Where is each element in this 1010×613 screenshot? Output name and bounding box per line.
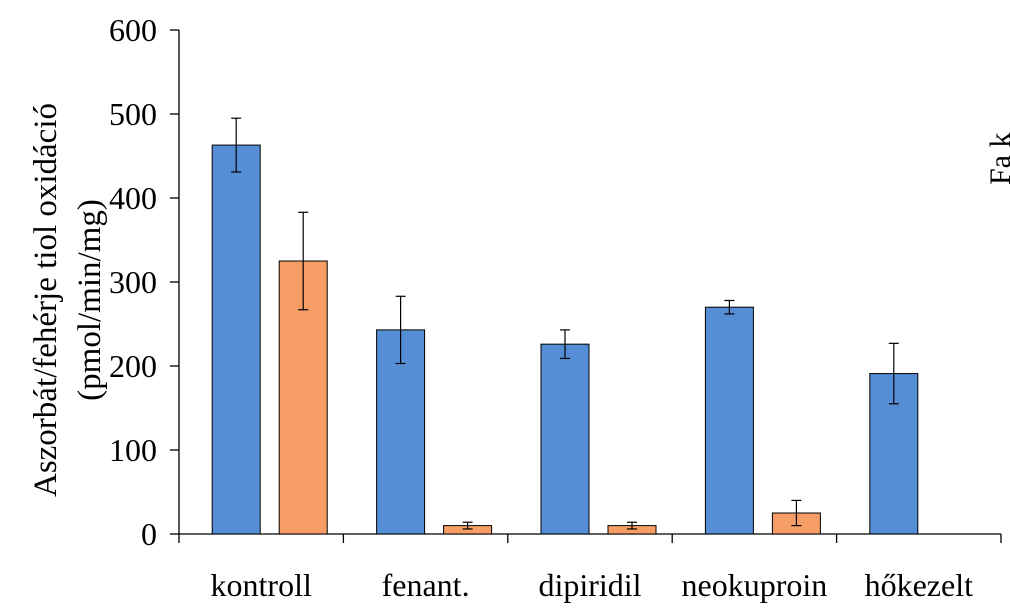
y-tick-label: 400 (109, 180, 157, 216)
y-axis-title: Aszorbát/fehérje tiol oxidáció (pmol/min… (28, 103, 108, 497)
bar-series-1-kontroll (211, 144, 261, 535)
y-axis-title-line-1: Aszorbát/fehérje tiol oxidáció (28, 103, 64, 497)
y-tick-label: 300 (109, 264, 157, 300)
y-tick-label: 0 (141, 516, 157, 552)
y-tick-label: 200 (109, 348, 157, 384)
x-tick-label: dipiridil (538, 567, 641, 603)
y-axis-ticks: 0 100 200 300 400 500 600 (109, 12, 180, 552)
x-axis (178, 533, 1002, 543)
y-tick-label: 600 (109, 12, 157, 48)
x-tick-label: hőkezelt (865, 567, 974, 603)
cut-off-side-text: Fa k (984, 133, 1010, 186)
y-tick-label: 500 (109, 96, 157, 132)
y-tick-label: 100 (109, 432, 157, 468)
error-bars (231, 117, 899, 530)
x-tick-label: fenant. (382, 567, 470, 603)
bar-series-1-neokuproin (704, 306, 754, 535)
bar-series-1-dipiridil (540, 343, 590, 535)
x-tick-label: neokuproin (682, 567, 828, 603)
y-axis-title-line-2: (pmol/min/mg) (72, 199, 108, 401)
x-tick-label: kontroll (211, 567, 312, 603)
x-axis-labels: kontroll fenant. dipiridil neokuproin hőkeze… (211, 567, 974, 603)
